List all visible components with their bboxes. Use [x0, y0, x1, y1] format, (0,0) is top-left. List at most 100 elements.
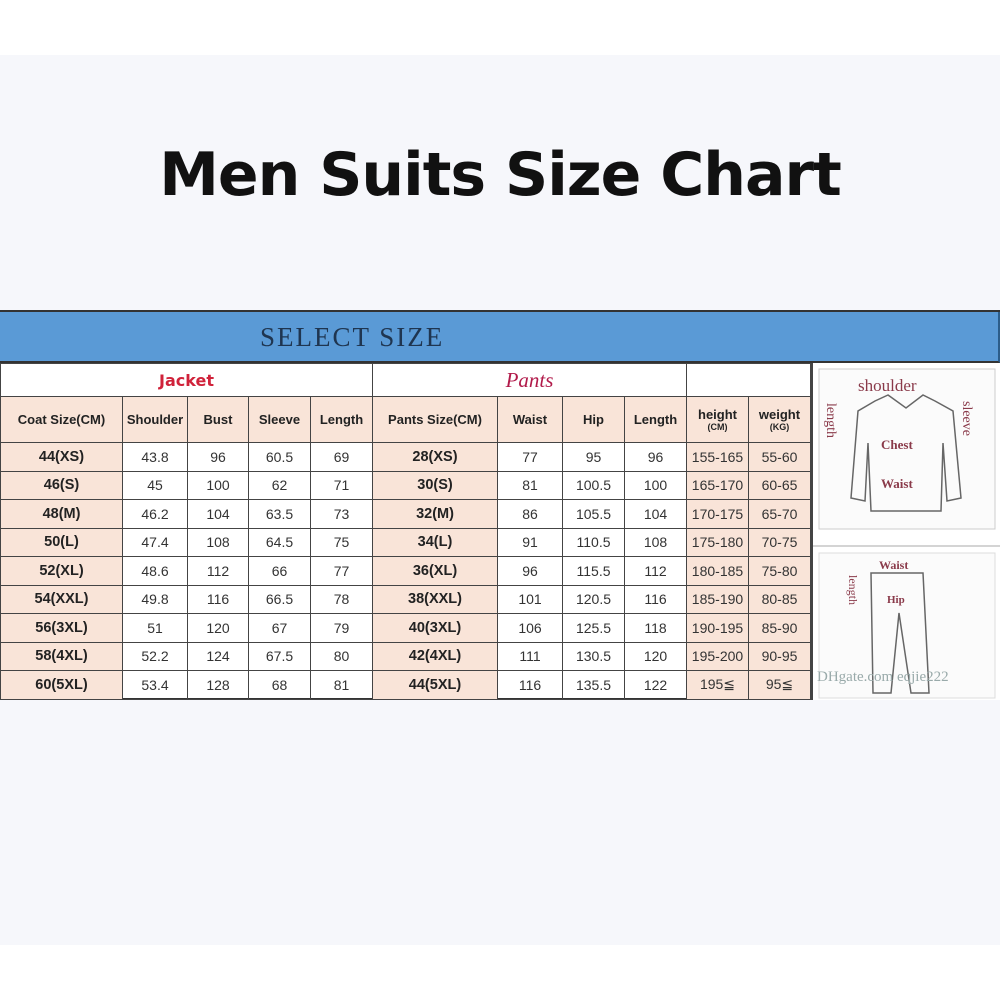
- coat-size-cell: 58(4XL): [0, 641, 123, 671]
- body-header-unit: (KG): [769, 422, 790, 432]
- jacket-cell: 71: [310, 470, 373, 500]
- pants-group-label: Pants: [372, 363, 687, 397]
- pants-cell: 122: [624, 670, 687, 700]
- height-cell: 155-165: [686, 442, 749, 472]
- table-row: 56(3XL) 51 120 67 79 40(3XL) 106 125.5 118 190-19…: [0, 613, 811, 643]
- pants-size-cell: 34(L): [372, 527, 498, 557]
- jacket-cell: 112: [187, 556, 249, 586]
- height-cell: 180-185: [686, 556, 749, 586]
- pants-cell: 96: [624, 442, 687, 472]
- weight-cell: 90-95: [748, 641, 811, 671]
- group-header-row: Jacket Pants: [0, 363, 811, 397]
- table-row: 50(L) 47.4 108 64.5 75 34(L) 91 110.5 108 175-180…: [0, 527, 811, 557]
- svg-text:Chest: Chest: [881, 437, 913, 452]
- body-header: weight (KG): [748, 396, 811, 443]
- pants-cell: 91: [497, 527, 563, 557]
- weight-cell: 55-60: [748, 442, 811, 472]
- coat-size-cell: 50(L): [0, 527, 123, 557]
- measurement-diagram: shoulder length sleeve Chest Waist Waist…: [811, 363, 1000, 700]
- svg-text:length: length: [846, 575, 860, 605]
- jacket-cell: 51: [122, 613, 188, 643]
- weight-cell: 65-70: [748, 499, 811, 529]
- height-cell: 195-200: [686, 641, 749, 671]
- jacket-cell: 73: [310, 499, 373, 529]
- column-header-row: Coat Size(CM) Shoulder Bust Sleeve Length Pan…: [0, 396, 811, 443]
- weight-cell: 95≦: [748, 670, 811, 700]
- jacket-cell: 124: [187, 641, 249, 671]
- weight-cell: 60-65: [748, 470, 811, 500]
- jacket-cell: 53.4: [122, 670, 188, 700]
- jacket-cell: 68: [248, 670, 311, 700]
- pants-size-cell: 40(3XL): [372, 613, 498, 643]
- svg-text:Waist: Waist: [879, 558, 908, 572]
- jacket-cell: 80: [310, 641, 373, 671]
- jacket-header: Coat Size(CM): [0, 396, 123, 443]
- coat-size-cell: 44(XS): [0, 442, 123, 472]
- jacket-cell: 63.5: [248, 499, 311, 529]
- pants-size-cell: 30(S): [372, 470, 498, 500]
- body-header-unit: (CM): [707, 422, 728, 432]
- height-cell: 190-195: [686, 613, 749, 643]
- body-group-blank: [686, 363, 811, 397]
- jacket-cell: 77: [310, 556, 373, 586]
- pants-cell: 104: [624, 499, 687, 529]
- select-size-banner: SELECT SIZE: [0, 312, 1000, 363]
- pants-cell: 105.5: [562, 499, 625, 529]
- pants-cell: 106: [497, 613, 563, 643]
- jacket-cell: 43.8: [122, 442, 188, 472]
- svg-text:sleeve: sleeve: [959, 401, 974, 436]
- jacket-header: Length: [310, 396, 373, 443]
- height-cell: 195≦: [686, 670, 749, 700]
- coat-size-cell: 56(3XL): [0, 613, 123, 643]
- pants-cell: 100: [624, 470, 687, 500]
- jacket-cell: 104: [187, 499, 249, 529]
- size-table: Jacket Pants Coat Size(CM) Shoulder Bust Slee…: [0, 363, 811, 700]
- table-row: 60(5XL) 53.4 128 68 81 44(5XL) 116 135.5 122 195≦…: [0, 670, 811, 700]
- jacket-cell: 62: [248, 470, 311, 500]
- table-row: 58(4XL) 52.2 124 67.5 80 42(4XL) 111 130.5 120 19…: [0, 641, 811, 671]
- pants-cell: 100.5: [562, 470, 625, 500]
- weight-cell: 85-90: [748, 613, 811, 643]
- jacket-group-label: Jacket: [0, 363, 373, 397]
- jacket-header: Bust: [187, 396, 249, 443]
- pants-size-cell: 42(4XL): [372, 641, 498, 671]
- jacket-header: Shoulder: [122, 396, 188, 443]
- weight-cell: 70-75: [748, 527, 811, 557]
- size-chart: SELECT SIZE Jacket Pants Coat Size(CM) Shou…: [0, 310, 1000, 700]
- table-row: 54(XXL) 49.8 116 66.5 78 38(XXL) 101 120.5 116 18…: [0, 584, 811, 614]
- coat-size-cell: 52(XL): [0, 556, 123, 586]
- pants-cell: 81: [497, 470, 563, 500]
- page-title: Men Suits Size Chart: [159, 140, 842, 210]
- banner-label: SELECT SIZE: [260, 322, 445, 352]
- pants-cell: 101: [497, 584, 563, 614]
- label-shoulder: shoulder: [858, 376, 917, 395]
- weight-cell: 80-85: [748, 584, 811, 614]
- jacket-cell: 128: [187, 670, 249, 700]
- pants-cell: 110.5: [562, 527, 625, 557]
- pants-cell: 116: [624, 584, 687, 614]
- pants-cell: 118: [624, 613, 687, 643]
- body-header: height (CM): [686, 396, 749, 443]
- jacket-cell: 47.4: [122, 527, 188, 557]
- pants-cell: 86: [497, 499, 563, 529]
- pants-cell: 120: [624, 641, 687, 671]
- pants-size-cell: 36(XL): [372, 556, 498, 586]
- pants-cell: 120.5: [562, 584, 625, 614]
- pants-header: Pants Size(CM): [372, 396, 498, 443]
- jacket-cell: 75: [310, 527, 373, 557]
- pants-cell: 108: [624, 527, 687, 557]
- jacket-cell: 79: [310, 613, 373, 643]
- svg-text:Hip: Hip: [887, 594, 905, 606]
- jacket-cell: 100: [187, 470, 249, 500]
- svg-text:length: length: [823, 403, 838, 438]
- jacket-cell: 67.5: [248, 641, 311, 671]
- pants-cell: 77: [497, 442, 563, 472]
- jacket-cell: 64.5: [248, 527, 311, 557]
- pants-cell: 112: [624, 556, 687, 586]
- pants-header: Waist: [497, 396, 563, 443]
- table-row: 48(M) 46.2 104 63.5 73 32(M) 86 105.5 104 170-175…: [0, 499, 811, 529]
- table-row: 52(XL) 48.6 112 66 77 36(XL) 96 115.5 112 180-185…: [0, 556, 811, 586]
- pants-size-cell: 38(XXL): [372, 584, 498, 614]
- table-row: 44(XS) 43.8 96 60.5 69 28(XS) 77 95 96 155-165 55-…: [0, 442, 811, 472]
- jacket-cell: 108: [187, 527, 249, 557]
